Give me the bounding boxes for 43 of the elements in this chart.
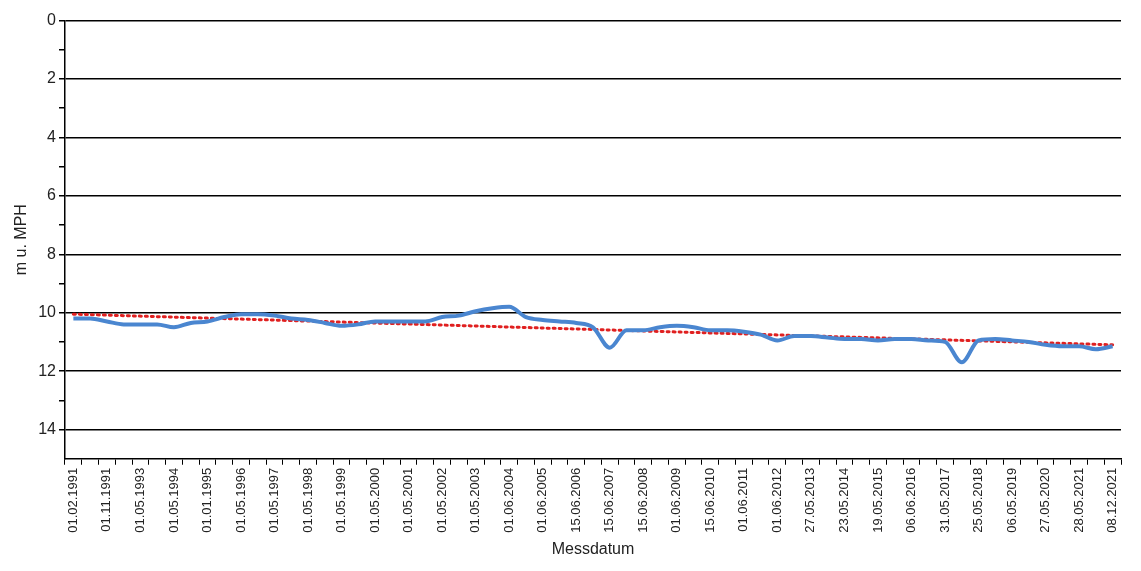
x-tick-label: 15.06.2010	[701, 467, 717, 533]
x-tick-label: 01.06.2009	[668, 467, 684, 533]
x-tick-label: 01.02.1991	[64, 467, 80, 533]
x-tick-label: 01.05.1996	[232, 467, 248, 533]
x-tick-label: 01.06.2012	[768, 467, 784, 533]
x-tick-label: 06.05.2019	[1003, 467, 1019, 533]
y-tick-label: 14	[38, 419, 57, 437]
x-tick-label: 01.05.2001	[400, 467, 416, 533]
x-tick-label: 06.06.2016	[903, 467, 919, 533]
y-tick-label: 6	[47, 186, 57, 204]
x-tick-label: 01.06.2004	[500, 467, 516, 533]
x-tick-label: 01.06.2011	[735, 467, 751, 532]
x-tick-label: 01.05.1994	[165, 467, 181, 533]
x-tick-label: 01.05.2000	[366, 467, 382, 533]
y-tick-label: 12	[38, 361, 57, 379]
y-tick-label: 10	[38, 303, 57, 321]
x-tick-label: 19.05.2015	[869, 467, 885, 533]
x-tick-label: 01.05.2002	[433, 467, 449, 533]
y-tick-label: 8	[47, 244, 57, 262]
x-axis-title: Messdatum	[551, 539, 635, 557]
line-series	[71, 304, 1115, 365]
x-tick-label: 01.05.1999	[333, 467, 349, 533]
y-axis-title: m u. MPH	[12, 204, 30, 276]
x-tick-label: 01.11.1991	[98, 467, 114, 532]
x-tick-label: 01.06.2005	[534, 467, 550, 533]
x-tick-label: 23.05.2014	[836, 467, 852, 533]
x-tick-label: 08.12.2021	[1104, 467, 1120, 533]
x-tick-label: 25.05.2018	[970, 467, 986, 533]
y-tick-label: 4	[47, 127, 57, 145]
x-tick-label: 01.05.2003	[467, 467, 483, 533]
x-tick-label: 01.01.1995	[199, 467, 215, 533]
x-tick-label: 15.06.2006	[567, 467, 583, 533]
x-tick-label: 01.05.1993	[132, 467, 147, 533]
y-tick-label: 0	[47, 11, 57, 29]
x-tick-label: 15.06.2007	[601, 467, 617, 533]
x-tick-label: 31.05.2017	[936, 467, 952, 533]
x-tick-label: 27.05.2020	[1037, 467, 1053, 533]
x-tick-label: 28.05.2021	[1070, 467, 1086, 533]
x-tick-label: 15.06.2008	[634, 467, 650, 533]
x-tick-label: 01.05.1998	[299, 467, 315, 533]
x-tick-label: 27.05.2013	[802, 467, 818, 533]
y-tick-label: 2	[47, 69, 57, 87]
x-tick-label: 01.05.1997	[266, 467, 282, 533]
